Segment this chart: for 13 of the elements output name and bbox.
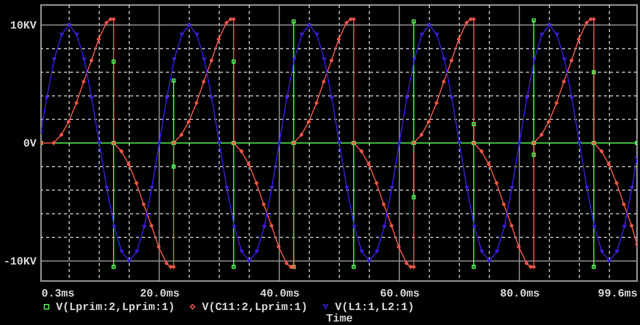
y-tick-label: 0V	[23, 138, 37, 150]
x-tick-label: 40.0ms	[260, 288, 300, 300]
x-axis-title: Time	[326, 314, 354, 325]
y-tick-label: 10KV	[10, 20, 37, 33]
x-tick-label: 0.3ms	[42, 288, 75, 300]
y-tick-label: -10KV	[3, 256, 37, 268]
x-tick-label: 20.0ms	[140, 288, 180, 300]
x-tick-label: 99.6ms	[598, 288, 638, 300]
legend-label: V(L1:1,L2:1)	[335, 302, 414, 314]
legend-label: V(C11:2,Lprim:1)	[202, 302, 308, 314]
legend-label: V(Lprim:2,Lprim:1)	[56, 302, 175, 314]
x-tick-label: 80.0ms	[500, 288, 540, 300]
x-tick-label: 60.0ms	[380, 288, 420, 300]
